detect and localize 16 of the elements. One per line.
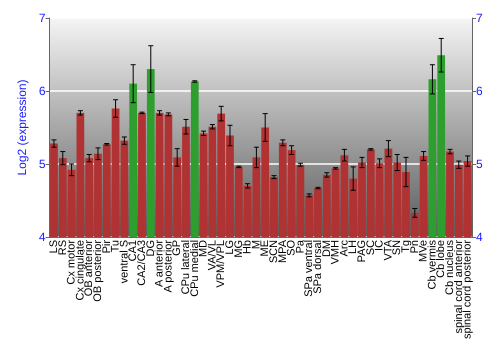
- y2-tick-label: 7: [476, 11, 483, 25]
- x-tick-label: SPa dorsal: [312, 240, 324, 294]
- x-tick-label: OB posterior: [92, 240, 104, 302]
- y2-tick-label: 5: [476, 156, 483, 171]
- y-tick-label: 5: [38, 156, 46, 171]
- y2-tick-label: 6: [476, 84, 483, 98]
- x-tick-label: A posterior: [162, 240, 174, 293]
- x-tick-label: Tg: [400, 240, 412, 253]
- x-tick-label: spinal cord posterior: [462, 240, 474, 340]
- x-tick-label: SCN: [268, 240, 280, 264]
- y-axis-title: Log2 (expression): [15, 79, 29, 176]
- y-tick-label: 4: [38, 230, 46, 244]
- y-tick-label: 6: [38, 84, 46, 98]
- x-tick-label: Cb nucleus: [444, 239, 456, 295]
- y2-tick-label: 4: [476, 230, 483, 244]
- y-tick-label: 7: [38, 11, 46, 25]
